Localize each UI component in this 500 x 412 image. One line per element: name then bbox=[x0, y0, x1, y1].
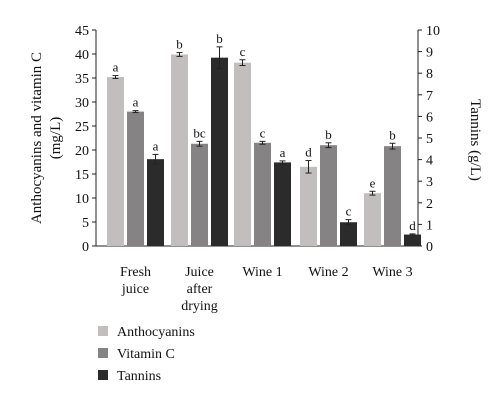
significance-letter: b bbox=[389, 127, 396, 142]
significance-letter: d bbox=[409, 218, 416, 233]
significance-letter: b bbox=[325, 127, 332, 142]
category-label-line: Wine 2 bbox=[308, 265, 348, 280]
significance-letter: c bbox=[260, 125, 266, 140]
category-label: Wine 3 bbox=[372, 265, 412, 280]
category-label-line: Wine 3 bbox=[372, 265, 412, 280]
left-axis-title: Anthocyanins and vitamin C (mg/L) bbox=[29, 52, 64, 224]
legend-label: Vitamin C bbox=[117, 347, 175, 362]
right-tick-label: 0 bbox=[426, 240, 433, 255]
right-tick-label: 8 bbox=[426, 67, 433, 82]
significance-letter: d bbox=[305, 145, 312, 160]
left-axis-title-line: Anthocyanins and vitamin C bbox=[29, 52, 45, 224]
significance-letter: e bbox=[370, 175, 376, 190]
category-label: Juice after drying bbox=[181, 265, 218, 314]
axes: 051015202530354045012345678910Anthocyani… bbox=[29, 24, 483, 314]
significance-letter: a bbox=[153, 138, 159, 153]
category-label-line: Fresh bbox=[120, 265, 151, 280]
left-tick-label: 25 bbox=[75, 120, 89, 135]
significance-letter: a bbox=[280, 145, 286, 160]
category-label: Wine 2 bbox=[308, 265, 348, 280]
bar-vitamin-c bbox=[384, 146, 401, 246]
bars bbox=[107, 46, 421, 247]
category-label: Fresh juice bbox=[120, 265, 151, 297]
right-tick-label: 1 bbox=[426, 218, 433, 233]
bar-tannins bbox=[274, 162, 291, 246]
right-tick-label: 10 bbox=[426, 24, 440, 39]
right-tick-label: 7 bbox=[426, 89, 433, 104]
significance-letter: a bbox=[133, 95, 139, 110]
left-tick-label: 15 bbox=[75, 168, 89, 183]
significance-letter: bc bbox=[193, 125, 206, 140]
legend: Anthocyanins Vitamin C Tannins bbox=[98, 325, 195, 384]
left-tick-label: 5 bbox=[82, 216, 89, 231]
significance-letter: c bbox=[346, 204, 352, 219]
category-label-line: Juice bbox=[185, 265, 214, 280]
left-tick-label: 45 bbox=[75, 24, 89, 39]
bar-tannins bbox=[340, 222, 357, 246]
left-tick-label: 20 bbox=[75, 144, 89, 159]
bar-vitamin-c bbox=[191, 143, 208, 246]
left-axis-title-line: (mg/L) bbox=[48, 117, 64, 160]
right-tick-label: 4 bbox=[426, 154, 433, 169]
category-label-line: after bbox=[187, 282, 213, 297]
category-label-line: drying bbox=[181, 299, 218, 314]
bar-anthocyanins bbox=[234, 62, 251, 246]
bar-tannins bbox=[211, 57, 228, 247]
left-tick-label: 35 bbox=[75, 72, 89, 87]
right-tick-label: 6 bbox=[426, 110, 433, 125]
left-tick-label: 30 bbox=[75, 96, 89, 111]
left-tick-label: 0 bbox=[82, 240, 89, 255]
bar-vitamin-c bbox=[127, 111, 144, 246]
left-tick-label: 10 bbox=[75, 192, 89, 207]
right-axis-title: Tannins (g/L) bbox=[467, 99, 483, 181]
right-tick-label: 5 bbox=[426, 132, 433, 147]
legend-label: Tannins bbox=[117, 369, 161, 384]
bar-anthocyanins bbox=[364, 193, 381, 246]
significance-letter: c bbox=[240, 44, 246, 59]
category-label-line: juice bbox=[121, 282, 149, 297]
bar-vitamin-c bbox=[320, 145, 337, 246]
bar-anthocyanins bbox=[107, 77, 124, 246]
right-tick-label: 9 bbox=[426, 46, 433, 61]
legend-swatch bbox=[98, 326, 108, 336]
right-tick-label: 2 bbox=[426, 197, 433, 212]
legend-label: Anthocyanins bbox=[117, 325, 195, 340]
bar-anthocyanins bbox=[300, 166, 317, 246]
significance-letter: b bbox=[216, 31, 223, 46]
bar-tannins bbox=[147, 159, 164, 246]
bar-anthocyanins bbox=[171, 54, 188, 247]
category-label-line: Wine 1 bbox=[242, 265, 282, 280]
bar-vitamin-c bbox=[254, 142, 271, 246]
significance-letter: b bbox=[176, 37, 183, 52]
legend-swatch bbox=[98, 348, 108, 358]
right-tick-label: 3 bbox=[426, 175, 433, 190]
significance-letter: a bbox=[113, 60, 119, 75]
left-tick-label: 40 bbox=[75, 48, 89, 63]
legend-swatch bbox=[98, 370, 108, 380]
bar-tannins bbox=[404, 234, 421, 246]
category-label: Wine 1 bbox=[242, 265, 282, 280]
